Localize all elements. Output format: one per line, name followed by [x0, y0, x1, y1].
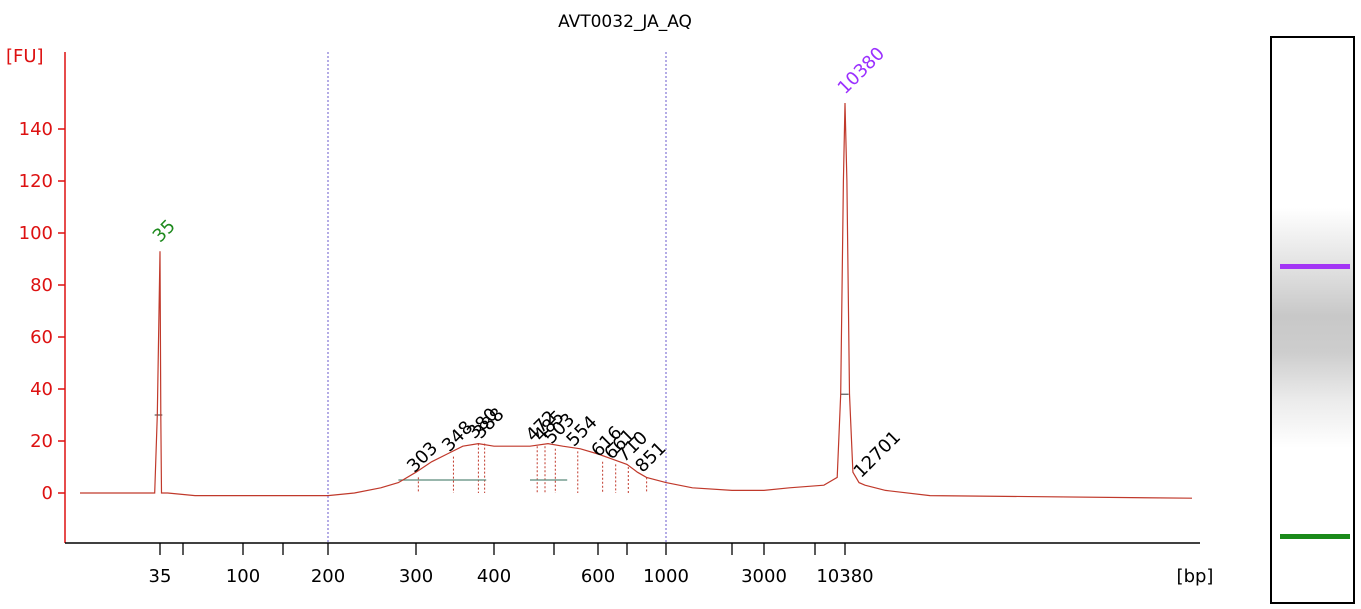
- x-tick-label: 10380: [816, 566, 873, 587]
- marker-peak-label: 10380: [834, 43, 889, 98]
- y-tick-label: 120: [19, 171, 53, 192]
- series-trace-0: [80, 102, 1193, 499]
- x-axis-label: [bp]: [1177, 566, 1214, 587]
- chart-title: AVT0032_JA_AQ: [558, 12, 692, 32]
- x-tick-label: 1000: [643, 566, 689, 587]
- x-tick-label: 3000: [741, 566, 787, 587]
- y-tick-label: 60: [30, 327, 53, 348]
- y-tick-label: 0: [42, 483, 53, 504]
- y-tick-label: 40: [30, 379, 53, 400]
- x-tick-label: 300: [399, 566, 433, 587]
- y-tick-label: 100: [19, 223, 53, 244]
- x-tick-label: 400: [477, 566, 511, 587]
- x-tick-label: 200: [311, 566, 345, 587]
- gel-lane: [1270, 36, 1355, 604]
- gel-smear: [1272, 208, 1353, 448]
- peak-label: 12701: [850, 427, 905, 482]
- y-tick-label: 20: [30, 431, 53, 452]
- gel-band-lower-marker: [1280, 534, 1350, 539]
- y-axis-label: [FU]: [6, 46, 44, 67]
- marker-peak-label: 35: [149, 216, 180, 247]
- electropherogram-chart: AVT0032_JA_AQ [FU] 0 20 40 60 80 100 120 140 35 100…: [6, 12, 1214, 587]
- peak-label: 303: [403, 438, 442, 477]
- y-tick-label: 80: [30, 275, 53, 296]
- gel-band-upper-marker: [1280, 264, 1350, 269]
- x-tick-label: 600: [581, 566, 615, 587]
- x-tick-label: 100: [226, 566, 260, 587]
- y-tick-label: 140: [19, 119, 53, 140]
- x-tick-label: 35: [149, 566, 172, 587]
